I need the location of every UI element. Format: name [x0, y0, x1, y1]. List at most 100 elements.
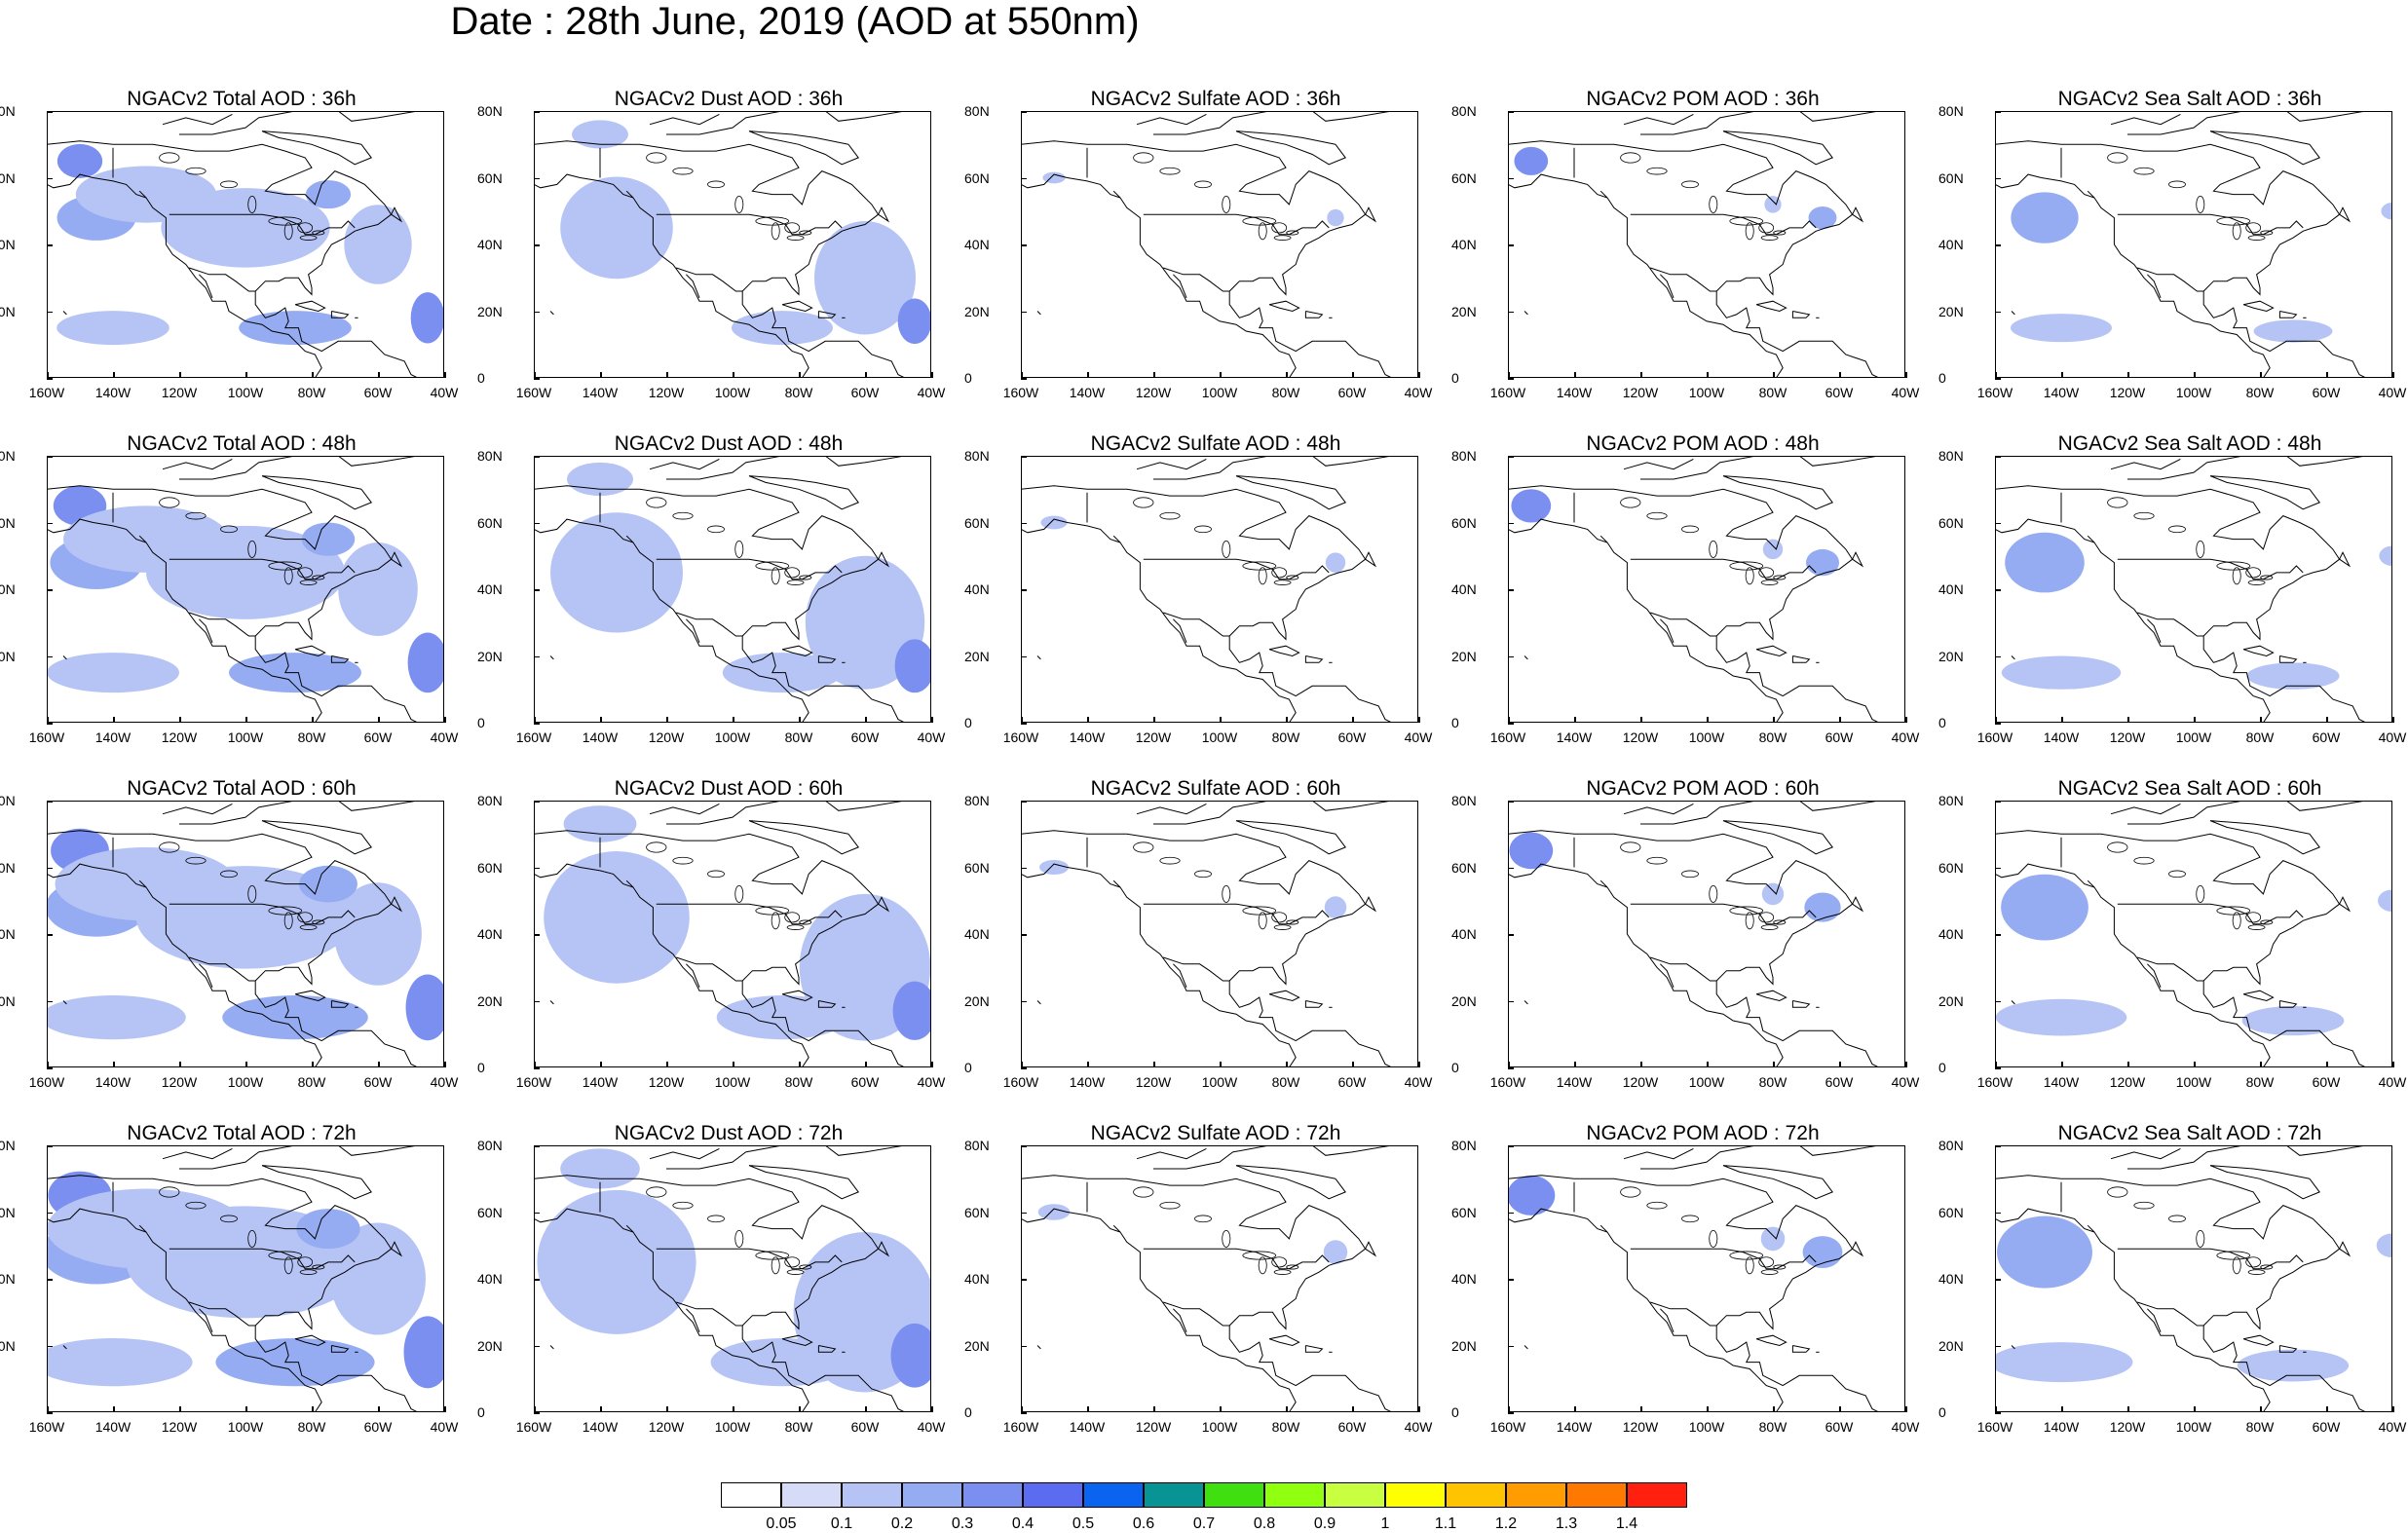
y-tick-label: 60N: [477, 514, 503, 531]
coastline: [1630, 903, 1817, 925]
x-tick: [1021, 1406, 1023, 1412]
y-tick: [47, 801, 53, 803]
lake-outline: [755, 216, 790, 226]
lake-outline: [220, 525, 238, 534]
x-tick-label: 140W: [582, 385, 619, 400]
coastline: [1365, 551, 1377, 568]
coastline: [162, 113, 233, 126]
panel-title: NGACv2 Sea Salt AOD : 72h: [2057, 1122, 2322, 1144]
lake-outline: [1773, 575, 1787, 580]
coastline: [1508, 140, 1880, 378]
lake-outline: [1159, 856, 1181, 865]
coastline: [1599, 190, 1608, 199]
coastline: [1623, 113, 1694, 126]
panel-total-36h: NGACv2 Total AOD : 36h 80N 60N 40N 20N 0 160W 1…: [0, 86, 483, 399]
y-tick: [1995, 1279, 2001, 1281]
y-tick: [47, 934, 53, 936]
panel-title: NGACv2 Dust AOD : 48h: [614, 432, 844, 455]
x-tick: [666, 717, 668, 723]
panel-title: NGACv2 Dust AOD : 60h: [614, 777, 844, 800]
lake-outline: [672, 856, 694, 865]
coastline: [199, 963, 213, 988]
y-tick: [47, 867, 53, 869]
coastline: [534, 830, 906, 1067]
coastline: [2087, 1224, 2095, 1233]
coastline: [1650, 1301, 1717, 1327]
x-tick-label: 160W: [1489, 729, 1526, 745]
coastline: [199, 274, 213, 298]
x-tick-label: 80W: [1271, 729, 1300, 745]
x-tick-label: 40W: [1891, 385, 1920, 400]
coastline: [179, 801, 418, 825]
lake-outline: [1159, 1201, 1181, 1210]
colorbar-swatch: [1325, 1482, 1385, 1508]
y-tick: [47, 1412, 53, 1414]
y-tick: [534, 589, 540, 591]
y-tick: [1995, 934, 2001, 936]
y-tick: [534, 1212, 540, 1214]
lake-outline: [1758, 912, 1775, 923]
x-tick-label: 160W: [1002, 729, 1039, 745]
coastline: [1173, 963, 1187, 988]
y-tick-label: 40N: [0, 237, 16, 252]
y-tick: [1021, 801, 1027, 803]
y-tick: [1021, 1412, 1027, 1414]
coastline: [2117, 1248, 2304, 1270]
x-tick: [378, 1406, 380, 1412]
lake-outline: [1222, 884, 1231, 903]
coastline: [1623, 458, 1694, 470]
x-tick-label: 120W: [161, 1074, 198, 1090]
y-tick: [1508, 1145, 1514, 1147]
lake-outline: [1729, 1251, 1764, 1260]
aod-patch: [47, 653, 179, 693]
x-tick: [2061, 717, 2063, 723]
aod-patch: [2253, 319, 2333, 343]
coastline: [676, 267, 743, 292]
x-tick: [1418, 717, 1420, 723]
y-tick: [534, 311, 540, 313]
coastline: [1304, 1000, 1324, 1008]
y-tick-label: 40N: [1938, 926, 1964, 942]
coastline: [1630, 558, 1817, 580]
aod-patch: [1804, 892, 1841, 922]
coastline: [138, 1224, 147, 1233]
y-tick: [1995, 111, 2001, 113]
lake-outline: [297, 912, 314, 923]
coastline: [2127, 801, 2366, 825]
aod-patch: [1040, 515, 1068, 530]
y-tick: [1508, 522, 1514, 524]
colorbar-label: 1.2: [1494, 1515, 1518, 1532]
y-tick-label: 60N: [1938, 514, 1964, 531]
x-tick: [1707, 1406, 1709, 1412]
x-tick: [312, 1406, 314, 1412]
y-tick-label: 40N: [477, 926, 503, 942]
x-tick-label: 40W: [1891, 1419, 1920, 1435]
aod-map: [534, 456, 931, 723]
y-tick: [47, 1145, 53, 1147]
coastline: [1722, 475, 1833, 510]
x-tick: [666, 1406, 668, 1412]
lake-outline: [1222, 540, 1231, 558]
lake-outline: [786, 580, 805, 585]
x-tick: [2194, 372, 2196, 378]
panel-title: NGACv2 Total AOD : 72h: [127, 1122, 357, 1144]
lake-outline: [755, 906, 790, 916]
lake-outline: [1620, 841, 1641, 853]
y-tick-label: 60N: [1938, 1204, 1964, 1220]
y-tick: [1508, 177, 1514, 179]
y-tick: [1021, 867, 1027, 869]
y-tick: [1021, 1145, 1027, 1147]
y-tick-label: 20N: [477, 648, 503, 664]
aod-patch: [301, 522, 356, 556]
x-tick: [666, 372, 668, 378]
y-tick: [534, 934, 540, 936]
coastline: [748, 1165, 859, 1200]
lake-outline: [1709, 884, 1718, 903]
x-tick-label: 40W: [430, 1074, 459, 1090]
lake-outline: [799, 575, 812, 580]
x-tick: [2326, 372, 2328, 378]
y-tick: [1021, 723, 1027, 725]
y-tick-label: 20N: [1938, 992, 1964, 1009]
y-tick: [47, 522, 53, 524]
aod-patch: [146, 525, 345, 619]
